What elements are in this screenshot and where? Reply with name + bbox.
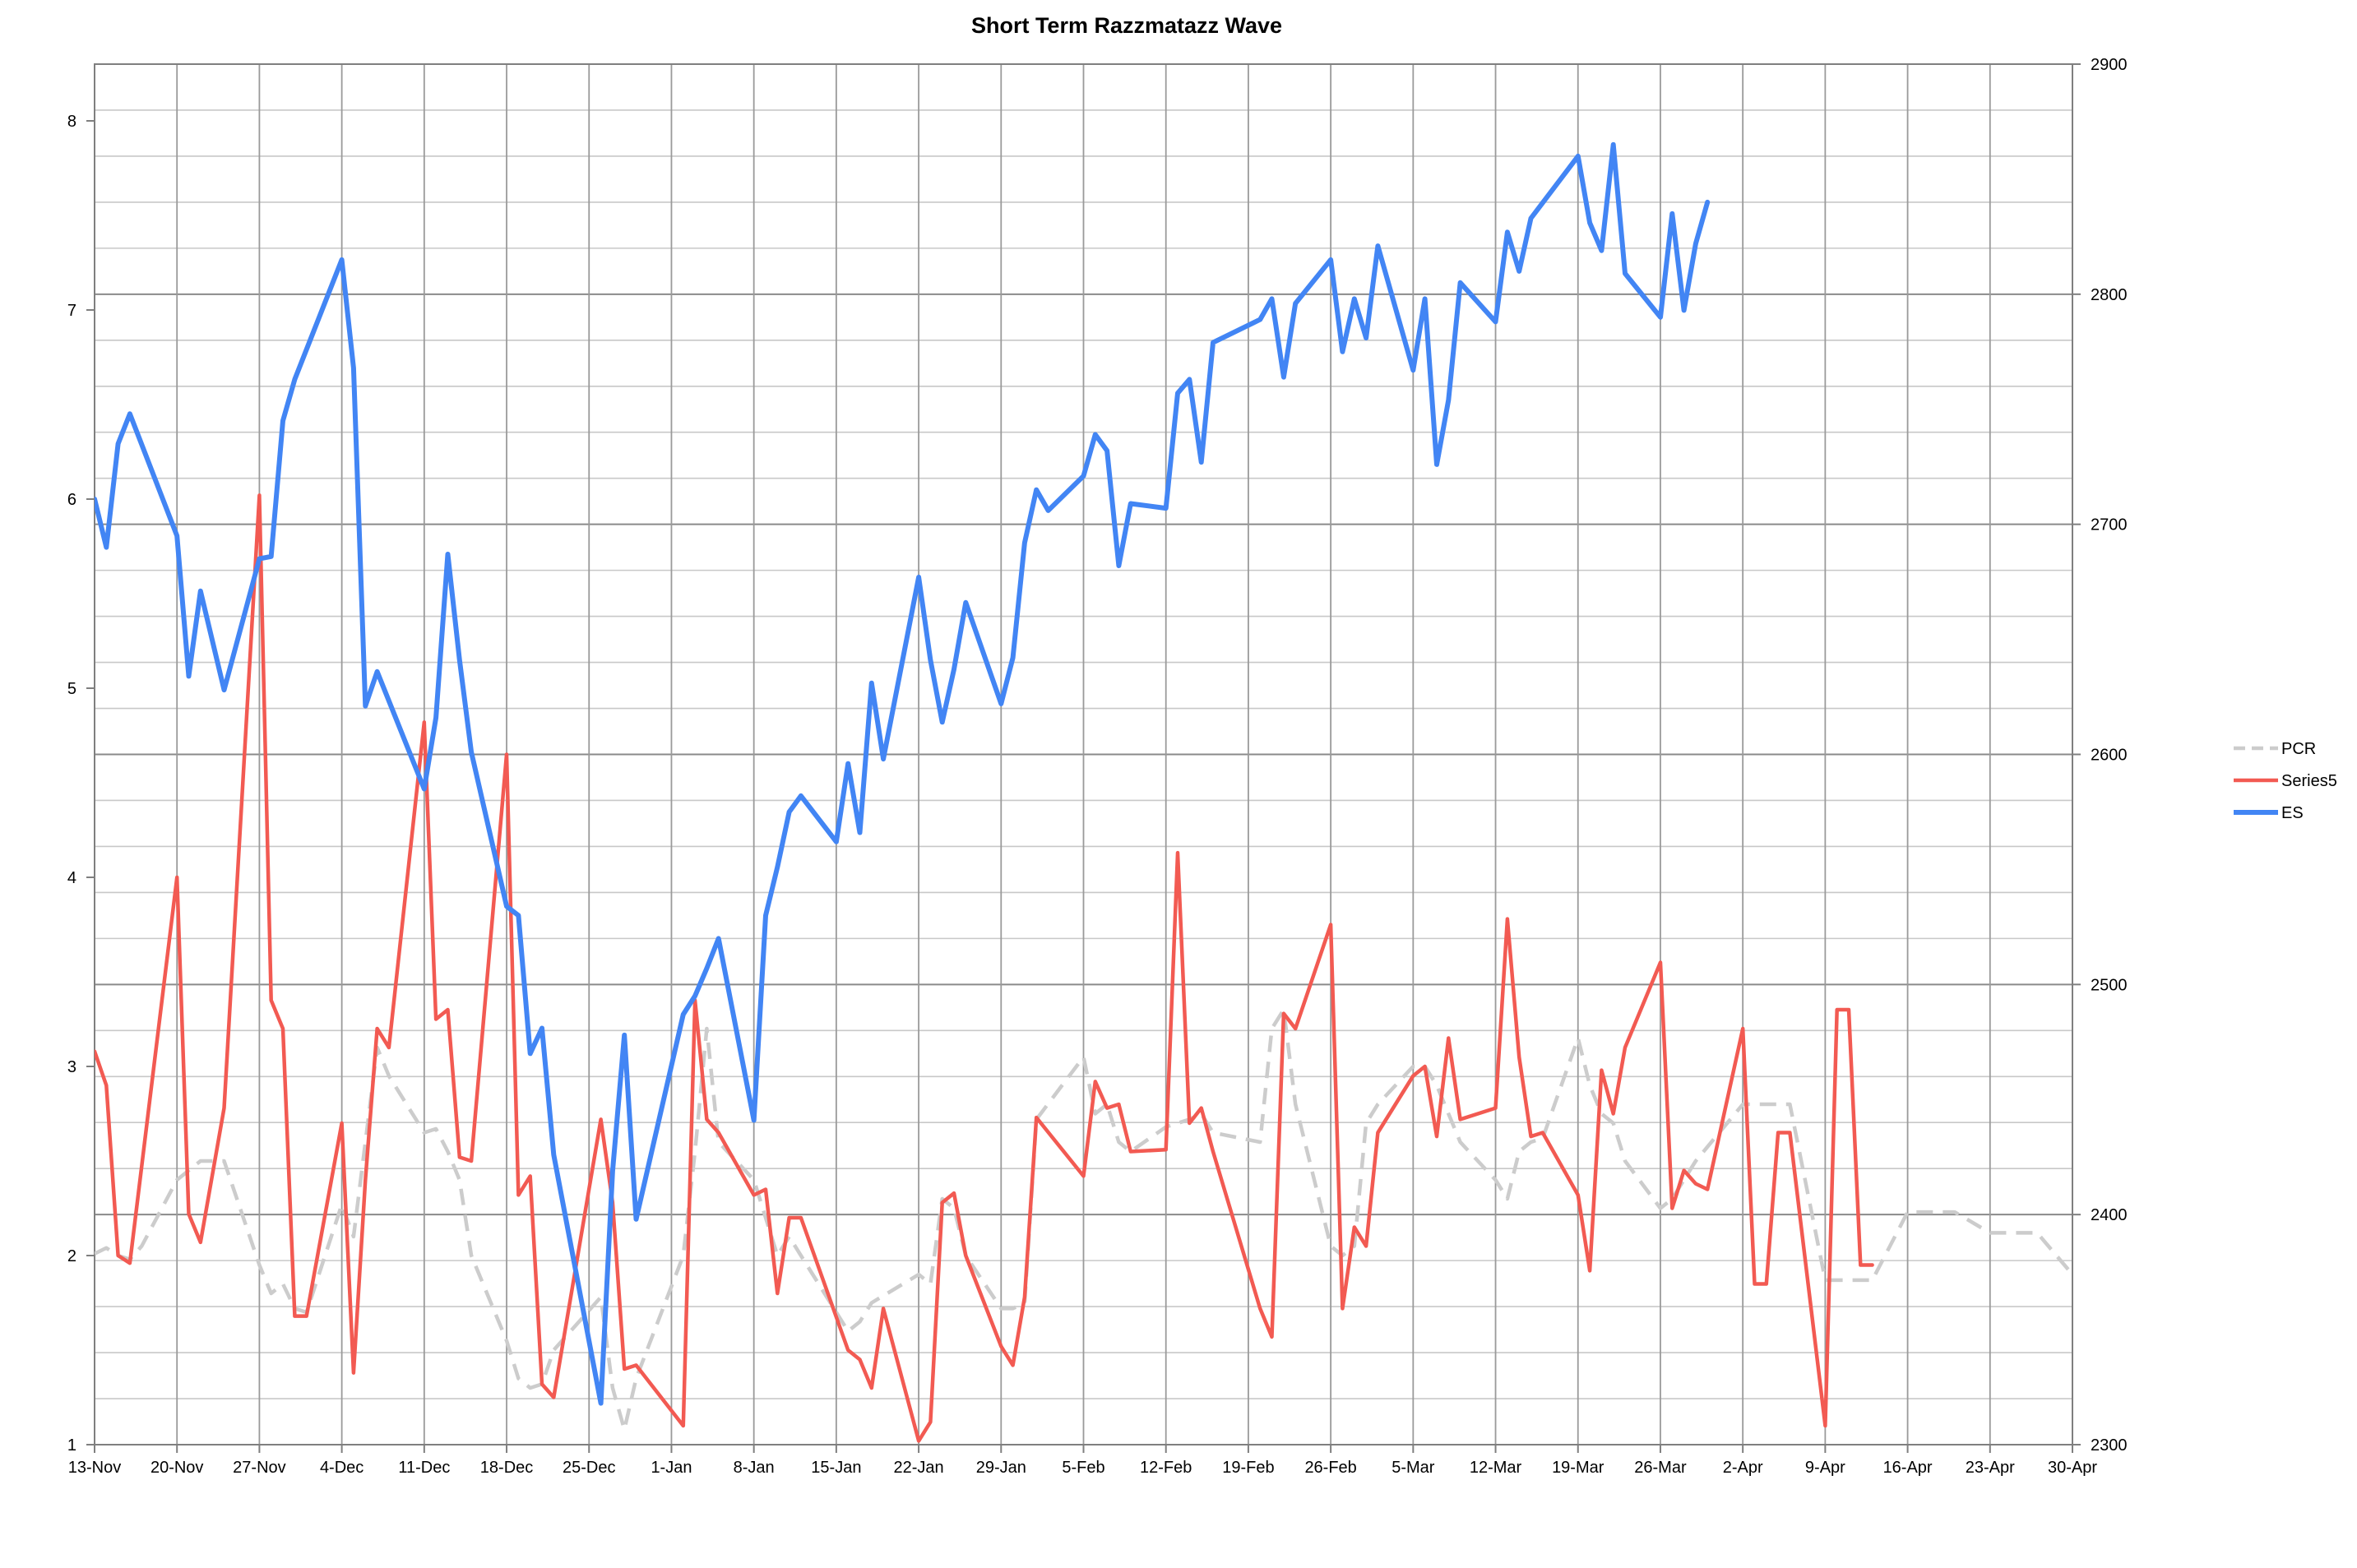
legend-label-pcr: PCR [2281,740,2316,758]
x-tick-label: 13-Nov [68,1459,121,1477]
y-right-tick-label: 2900 [2091,56,2128,74]
y-left-tick-label: 1 [67,1436,76,1455]
x-tick-label: 5-Feb [1062,1459,1104,1477]
x-tick-label: 8-Jan [734,1459,775,1477]
axis-ticks: 13-Nov 20-Nov 27-Nov 4-Dec 11-Dec 18-Dec 25-De… [67,56,2128,1477]
x-tick-label: 2-Apr [1723,1459,1763,1477]
y-left-tick-label: 2 [67,1247,76,1265]
x-tick-label: 12-Mar [1470,1459,1522,1477]
grid-lines [95,64,2073,1445]
y-right-tick-label: 2300 [2091,1436,2128,1455]
y-right-tick-label: 2800 [2091,286,2128,304]
series-line-pcr [95,1007,2072,1432]
x-tick-label: 19-Feb [1222,1459,1274,1477]
chart-title: Short Term Razzmatazz Wave [971,13,1282,38]
x-tick-label: 1-Jan [651,1459,692,1477]
y-right-tick-label: 2500 [2091,976,2128,994]
x-tick-label: 26-Feb [1304,1459,1356,1477]
series-line-series5 [95,493,1874,1443]
x-tick-label: 20-Nov [150,1459,203,1477]
x-tick-label: 5-Mar [1392,1459,1435,1477]
y-left-tick-label: 6 [67,491,76,509]
y-left-tick-label: 3 [67,1058,76,1076]
legend-label-series5: Series5 [2281,772,2337,790]
y-left-tick-label: 4 [67,869,76,887]
x-tick-label: 9-Apr [1805,1459,1845,1477]
y-left-tick-label: 8 [67,113,76,131]
y-right-tick-label: 2700 [2091,516,2128,534]
x-tick-label: 29-Jan [976,1459,1026,1477]
x-tick-label: 23-Apr [1966,1459,2015,1477]
y-right-tick-label: 2400 [2091,1206,2128,1224]
series-line-es [95,141,1711,1406]
x-tick-label: 25-Dec [563,1459,615,1477]
x-tick-label: 19-Mar [1552,1459,1605,1477]
x-tick-label: 22-Jan [894,1459,944,1477]
x-tick-label: 11-Dec [398,1459,450,1477]
x-tick-label: 18-Dec [480,1459,533,1477]
x-tick-label: 30-Apr [2048,1459,2097,1477]
legend-label-es: ES [2281,804,2304,822]
y-left-tick-label: 7 [67,302,76,320]
x-tick-label: 15-Jan [811,1459,861,1477]
x-tick-label: 26-Mar [1634,1459,1687,1477]
series-lines [95,141,2072,1443]
x-tick-label: 12-Feb [1140,1459,1192,1477]
legend: PCR Series5 ES [2234,740,2337,822]
y-left-tick-label: 5 [67,680,76,698]
x-tick-label: 27-Nov [233,1459,285,1477]
y-right-tick-label: 2600 [2091,747,2128,765]
x-tick-label: 4-Dec [320,1459,364,1477]
x-tick-label: 16-Apr [1883,1459,1933,1477]
